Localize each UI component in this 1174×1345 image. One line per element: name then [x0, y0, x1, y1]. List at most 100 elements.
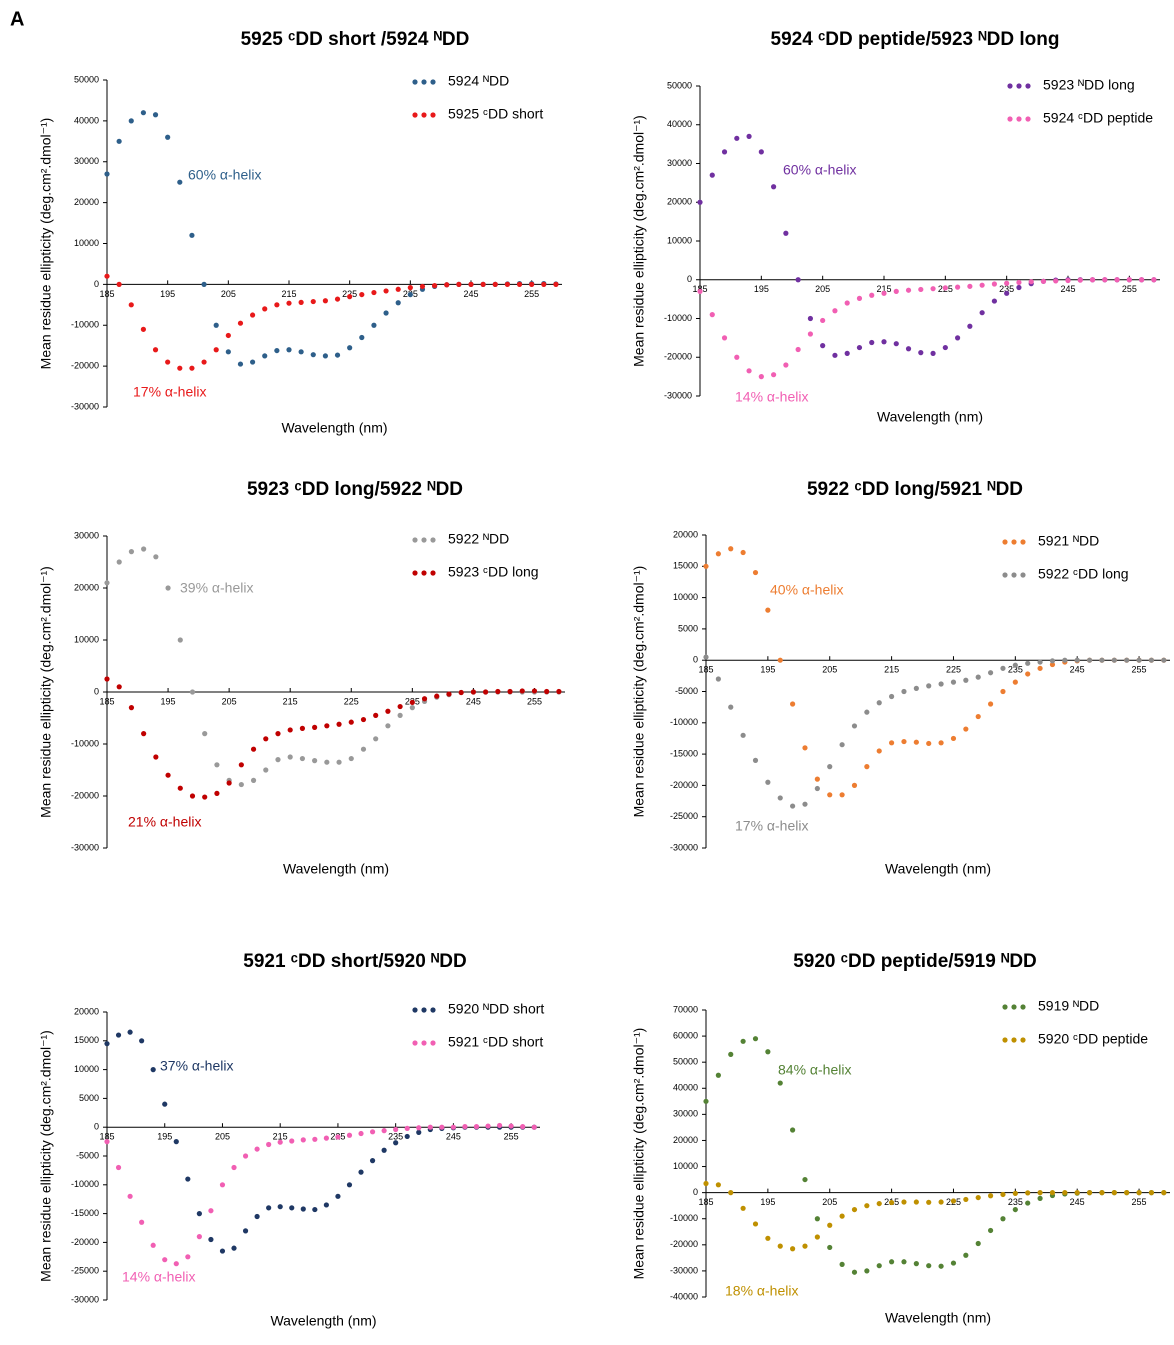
- data-dot: [287, 754, 293, 760]
- series: [104, 546, 562, 788]
- x-tick-label: 195: [754, 284, 769, 294]
- annotation: 14% α-helix: [735, 389, 808, 405]
- data-dot: [152, 112, 159, 118]
- data-dot: [1124, 1190, 1130, 1196]
- legend-label: 5921 ᶜDD short: [448, 1034, 543, 1050]
- data-dot: [434, 693, 440, 699]
- data-dot: [385, 708, 391, 714]
- y-tick-label: 30000: [74, 156, 99, 166]
- data-dot: [752, 1036, 759, 1042]
- annotation: 60% α-helix: [188, 167, 261, 183]
- x-tick-label: 205: [822, 1197, 837, 1207]
- data-dot: [1136, 657, 1142, 663]
- data-dot: [715, 1072, 721, 1078]
- data-dot: [128, 302, 134, 308]
- data-dot: [1037, 659, 1043, 665]
- y-tick-label: 0: [94, 686, 99, 696]
- data-dot: [950, 735, 957, 742]
- data-dot: [987, 1193, 994, 1199]
- legend-label: 5923 ᶜDD long: [448, 564, 539, 580]
- data-dot: [360, 716, 367, 723]
- data-dot: [777, 1080, 783, 1086]
- y-tick-label: -15000: [71, 1208, 99, 1218]
- data-dot: [721, 335, 728, 341]
- data-dot: [938, 681, 944, 687]
- series: [697, 277, 1157, 380]
- data-dot: [508, 1123, 514, 1129]
- data-dot: [777, 657, 783, 663]
- data-dot: [901, 1199, 907, 1205]
- x-tick-label: 215: [281, 289, 296, 299]
- data-dot: [1074, 1190, 1080, 1196]
- data-dot: [697, 288, 703, 294]
- data-dot: [322, 353, 328, 359]
- data-dot: [165, 772, 171, 778]
- data-dot: [275, 731, 281, 737]
- annotation: 17% α-helix: [133, 384, 206, 400]
- data-dot: [202, 794, 208, 800]
- data-dot: [127, 1029, 133, 1035]
- data-dot: [496, 1122, 503, 1129]
- data-dot: [507, 688, 513, 695]
- data-dot: [347, 294, 353, 300]
- data-dot: [346, 1182, 353, 1188]
- data-dot: [1000, 1191, 1006, 1198]
- x-tick-label: 195: [760, 665, 775, 675]
- x-tick-label: 205: [815, 284, 830, 294]
- data-dot: [541, 281, 547, 287]
- data-dot: [289, 1138, 295, 1144]
- series: [703, 654, 1167, 809]
- data-dot: [266, 1205, 272, 1211]
- legend-marker: [1016, 83, 1022, 89]
- data-dot: [519, 688, 525, 694]
- y-tick-label: 15000: [673, 561, 698, 571]
- legend-marker: [1011, 1004, 1017, 1010]
- annotation: 84% α-helix: [778, 1062, 851, 1078]
- data-dot: [889, 1259, 895, 1265]
- data-dot: [1049, 661, 1056, 668]
- annotation: 39% α-helix: [180, 580, 253, 596]
- data-dot: [709, 312, 715, 318]
- data-dot: [397, 703, 403, 710]
- data-dot: [140, 326, 146, 332]
- y-tick-label: -5000: [76, 1150, 99, 1160]
- x-tick-label: 185: [99, 1132, 114, 1142]
- data-dot: [740, 1038, 746, 1044]
- data-dot: [905, 346, 912, 352]
- y-axis-label: Mean residue ellipticity (deg.cm².dmol⁻¹…: [631, 1028, 647, 1280]
- data-dot: [740, 549, 746, 556]
- data-dot: [371, 289, 377, 296]
- y-tick-label: -30000: [670, 1265, 698, 1275]
- data-dot: [277, 1204, 283, 1210]
- data-dot: [1102, 277, 1108, 283]
- data-dot: [777, 795, 783, 801]
- data-dot: [918, 350, 924, 356]
- data-dot: [300, 1137, 306, 1143]
- legend-label: 5924 ᴺDD: [448, 73, 509, 89]
- data-dot: [262, 306, 268, 312]
- x-tick-label: 185: [99, 696, 114, 706]
- data-dot: [1161, 1190, 1167, 1196]
- data-dot: [1111, 1190, 1117, 1196]
- data-dot: [832, 352, 838, 358]
- data-dot: [864, 1203, 870, 1209]
- x-tick-label: 195: [760, 1197, 775, 1207]
- legend-marker: [1011, 1037, 1017, 1043]
- data-dot: [839, 1261, 845, 1267]
- data-dot: [371, 322, 377, 328]
- data-dot: [790, 1246, 796, 1252]
- data-dot: [358, 1169, 364, 1175]
- data-dot: [802, 1243, 808, 1249]
- data-dot: [881, 290, 887, 296]
- data-dot: [926, 1199, 932, 1205]
- data-dot: [889, 693, 895, 700]
- series: [703, 1180, 1167, 1252]
- y-tick-label: -30000: [664, 390, 692, 400]
- data-dot: [520, 1124, 526, 1130]
- data-dot: [225, 349, 231, 355]
- data-dot: [1151, 277, 1157, 283]
- data-dot: [913, 685, 919, 691]
- y-tick-label: 5000: [79, 1093, 99, 1103]
- data-dot: [237, 320, 244, 326]
- data-dot: [201, 359, 207, 365]
